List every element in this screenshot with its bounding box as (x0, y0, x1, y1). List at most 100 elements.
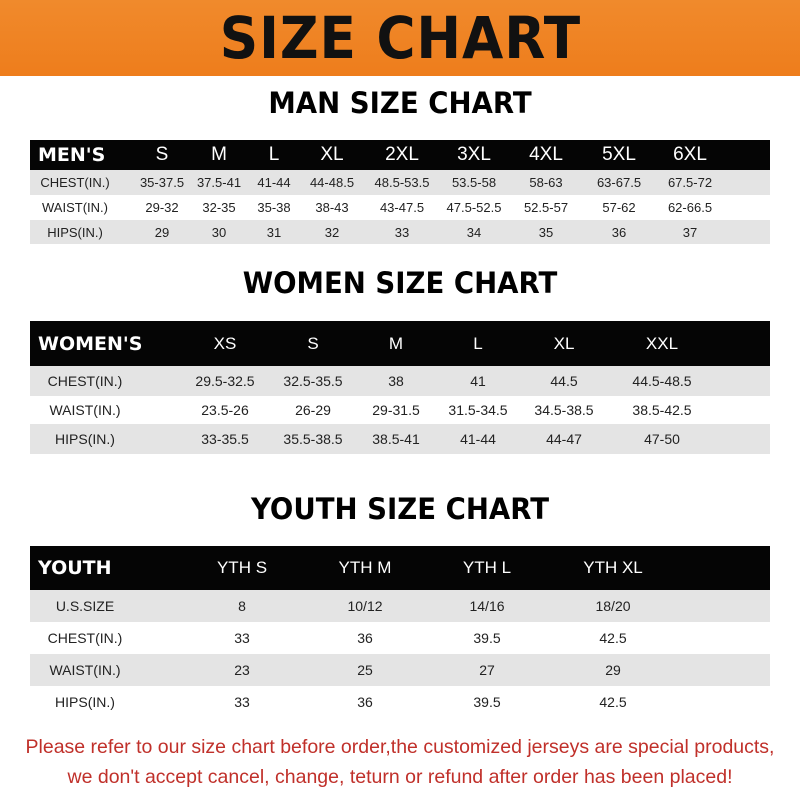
row-label: WAIST(IN.) (42, 200, 108, 215)
measurement-cell: 23 (234, 662, 250, 678)
measurement-cell: 29.5-32.5 (195, 373, 255, 389)
measurement-cell: 10/12 (347, 598, 383, 614)
measurement-cell: 52.5-57 (523, 200, 569, 215)
table-row: U.S.SIZE 8 10/12 14/16 18/20 (30, 590, 770, 622)
measurement-cell: 38-43 (315, 200, 349, 215)
measurement-cell: 58-63 (529, 175, 563, 190)
size-column-header: YTH L (462, 558, 512, 577)
row-label: HIPS(IN.) (55, 694, 115, 710)
measurement-cell: 23.5-26 (201, 402, 249, 418)
measurement-cell: 38.5-41 (372, 431, 420, 447)
measurement-cell: 33 (234, 694, 250, 710)
size-column-header: XXL (645, 333, 679, 353)
measurement-cell: 62-66.5 (667, 200, 713, 215)
measurement-cell: 32 (324, 224, 340, 240)
measurement-cell: 35 (538, 224, 554, 240)
measurement-cell: 36 (611, 224, 627, 240)
measurement-cell: 37 (682, 224, 698, 240)
size-column-header: S (307, 333, 319, 353)
row-label: WAIST(IN.) (49, 402, 121, 418)
measurement-cell: 33 (234, 630, 250, 646)
table-row: HIPS(IN.) 33-35.5 35.5-38.5 38.5-41 41-44 44-… (30, 424, 770, 454)
measurement-cell: 35-37.5 (139, 175, 185, 190)
table-row: CHEST(IN.) 35-37.5 37.5-41 41-44 44-48.5 48.5… (30, 170, 770, 195)
measurement-cell: 63-67.5 (596, 175, 642, 190)
measurement-cell: 44.5-48.5 (632, 373, 692, 389)
row-label: CHEST(IN.) (47, 373, 123, 389)
size-column-header: 3XL (457, 144, 491, 165)
size-chart-banner: SIZE CHART (0, 0, 800, 76)
size-column-header: XL (320, 144, 344, 165)
measurement-cell: 34 (466, 224, 482, 240)
size-column-header: YTH S (216, 558, 268, 577)
table-row: WAIST(IN.) 23 25 27 29 (30, 654, 770, 686)
measurement-cell: 57-62 (602, 200, 636, 215)
measurement-cell: 29 (154, 224, 170, 240)
measurement-cell: 29 (605, 662, 621, 678)
measurement-cell: 38.5-42.5 (632, 402, 692, 418)
measurement-cell: 53.5-58 (451, 175, 497, 190)
measurement-cell: 32-35 (202, 200, 236, 215)
measurement-cell: 43-47.5 (379, 200, 425, 215)
row-label: U.S.SIZE (55, 598, 115, 614)
row-label: HIPS(IN.) (55, 431, 115, 447)
men-header-row: MEN'S S M L XL 2XL 3XL 4XL 5XL 6XL (30, 140, 770, 170)
measurement-cell: 36 (357, 630, 373, 646)
measurement-cell: 25 (357, 662, 373, 678)
measurement-cell: 33 (394, 224, 410, 240)
measurement-cell: 41-44 (257, 175, 291, 190)
measurement-cell: 35-38 (257, 200, 291, 215)
measurement-cell: 44.5 (550, 373, 578, 389)
table-row: WAIST(IN.) 23.5-26 26-29 29-31.5 31.5-34.5 34… (30, 396, 770, 424)
size-column-header: S (155, 144, 169, 165)
size-column-header: XL (553, 333, 575, 353)
youth-section-title: YOUTH SIZE CHART (250, 492, 550, 526)
measurement-cell: 26-29 (295, 402, 331, 418)
measurement-cell: 30 (211, 224, 227, 240)
size-column-header: L (473, 333, 483, 353)
measurement-cell: 39.5 (473, 694, 501, 710)
youth-header-row: YOUTH YTH S YTH M YTH L YTH XL (30, 546, 770, 590)
table-row: HIPS(IN.) 29 30 31 32 33 34 35 36 37 (30, 220, 770, 244)
measurement-cell: 41 (470, 373, 486, 389)
measurement-cell: 27 (479, 662, 495, 678)
row-label: CHEST(IN.) (47, 630, 123, 646)
row-label: WAIST(IN.) (49, 662, 121, 678)
size-column-header: 5XL (602, 144, 636, 165)
measurement-cell: 34.5-38.5 (534, 402, 594, 418)
measurement-cell: 44-47 (546, 431, 582, 447)
table-row: WAIST(IN.) 29-32 32-35 35-38 38-43 43-47.5 47.… (30, 195, 770, 220)
row-label: CHEST(IN.) (40, 175, 110, 190)
size-column-header: M (388, 333, 404, 353)
women-section-title: WOMEN SIZE CHART (242, 266, 558, 300)
measurement-cell: 48.5-53.5 (374, 175, 430, 190)
measurement-cell: 37.5-41 (196, 175, 242, 190)
measurement-cell: 41-44 (460, 431, 496, 447)
men-size-table: MEN'S S M L XL 2XL 3XL 4XL 5XL 6XL CHEST(IN.) 35-37… (30, 140, 770, 244)
youth-size-table: YOUTH YTH S YTH M YTH L YTH XL U.S.SIZE 8 10/12… (30, 546, 770, 718)
measurement-cell: 18/20 (595, 598, 631, 614)
notice-line-1: Please refer to our size chart before or… (25, 736, 775, 758)
size-column-header: M (211, 144, 227, 165)
size-column-header: YTH XL (583, 558, 643, 577)
measurement-cell: 31.5-34.5 (448, 402, 508, 418)
notice-line-2: we don't accept cancel, change, teturn o… (67, 766, 733, 788)
youth-header-label: YOUTH (38, 557, 112, 579)
measurement-cell: 42.5 (599, 630, 627, 646)
measurement-cell: 29-31.5 (372, 402, 420, 418)
banner-title: SIZE CHART (219, 4, 581, 72)
measurement-cell: 44-48.5 (309, 175, 355, 190)
measurement-cell: 67.5-72 (667, 175, 713, 190)
measurement-cell: 38 (388, 373, 404, 389)
measurement-cell: 42.5 (599, 694, 627, 710)
women-header-row: WOMEN'S XS S M L XL XXL (30, 321, 770, 366)
men-header-label: MEN'S (38, 144, 106, 166)
women-header-label: WOMEN'S (38, 332, 143, 355)
measurement-cell: 14/16 (469, 598, 505, 614)
row-label: HIPS(IN.) (47, 224, 103, 240)
measurement-cell: 8 (238, 598, 246, 614)
measurement-cell: 35.5-38.5 (283, 431, 343, 447)
table-row: HIPS(IN.) 33 36 39.5 42.5 (30, 686, 770, 718)
table-row: CHEST(IN.) 29.5-32.5 32.5-35.5 38 41 44.5 44.5… (30, 366, 770, 396)
men-section-title: MAN SIZE CHART (268, 86, 532, 120)
